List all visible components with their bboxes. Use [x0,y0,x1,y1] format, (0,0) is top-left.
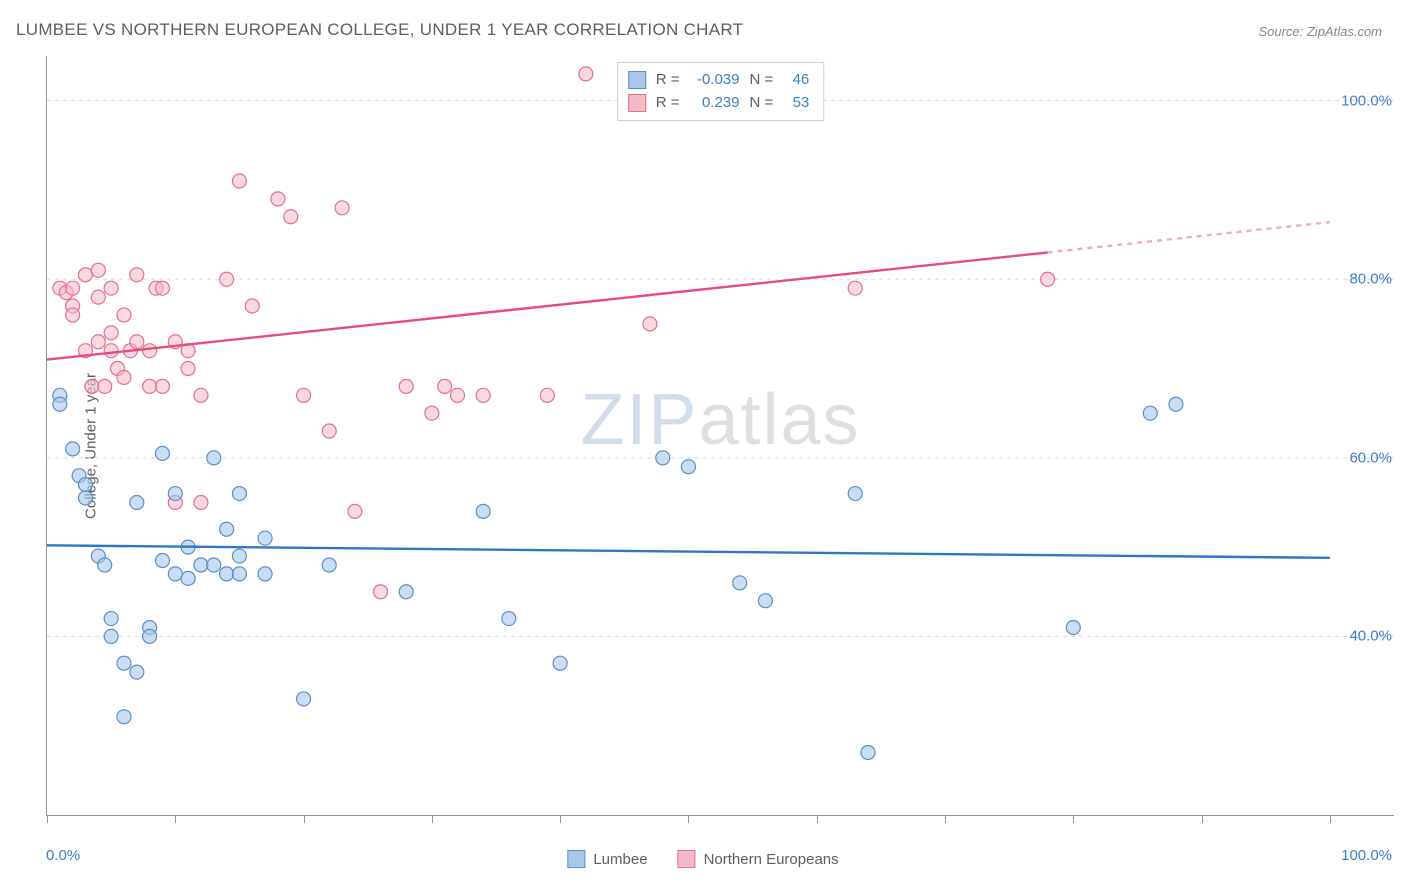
x-tick-mark [1202,815,1203,823]
x-tick-mark [688,815,689,823]
x-tick-mark [945,815,946,823]
x-tick-100: 100.0% [1341,847,1392,864]
legend-item-northern: Northern Europeans [678,850,839,868]
x-tick-mark [175,815,176,823]
x-tick-mark [560,815,561,823]
lumbee-legend-swatch [567,850,585,868]
x-tick-mark [304,815,305,823]
stat-r-label: R = [656,69,680,92]
northern-r-value: 0.239 [690,92,740,115]
y-tick-label: 80.0% [1349,271,1392,288]
x-tick-mark [47,815,48,823]
y-tick-label: 100.0% [1341,92,1392,109]
y-tick-label: 40.0% [1349,628,1392,645]
x-tick-mark [1073,815,1074,823]
chart-title: LUMBEE VS NORTHERN EUROPEAN COLLEGE, UND… [16,20,743,40]
x-tick-0: 0.0% [46,847,80,864]
lumbee-swatch [628,71,646,89]
x-tick-mark [1330,815,1331,823]
scatter-svg [47,56,1394,815]
stats-row-northern: R = 0.239 N = 53 [628,92,810,115]
y-tick-label: 60.0% [1349,449,1392,466]
lumbee-r-value: -0.039 [690,69,740,92]
northern-legend-label: Northern Europeans [704,851,839,868]
northern-swatch [628,94,646,112]
stat-r-label2: R = [656,92,680,115]
stats-box: R = -0.039 N = 46 R = 0.239 N = 53 [617,62,825,121]
legend: Lumbee Northern Europeans [567,850,838,868]
stat-n-label: N = [750,69,774,92]
chart-container: LUMBEE VS NORTHERN EUROPEAN COLLEGE, UND… [0,0,1406,892]
plot-area: ZIPatlas R = -0.039 N = 46 R = 0.239 N =… [46,56,1394,816]
lumbee-n-value: 46 [783,69,809,92]
lumbee-legend-label: Lumbee [593,851,647,868]
northern-legend-swatch [678,850,696,868]
northern-n-value: 53 [783,92,809,115]
stats-row-lumbee: R = -0.039 N = 46 [628,69,810,92]
x-tick-mark [432,815,433,823]
legend-item-lumbee: Lumbee [567,850,647,868]
x-tick-mark [817,815,818,823]
source-label: Source: ZipAtlas.com [1258,24,1382,39]
stat-n-label2: N = [750,92,774,115]
